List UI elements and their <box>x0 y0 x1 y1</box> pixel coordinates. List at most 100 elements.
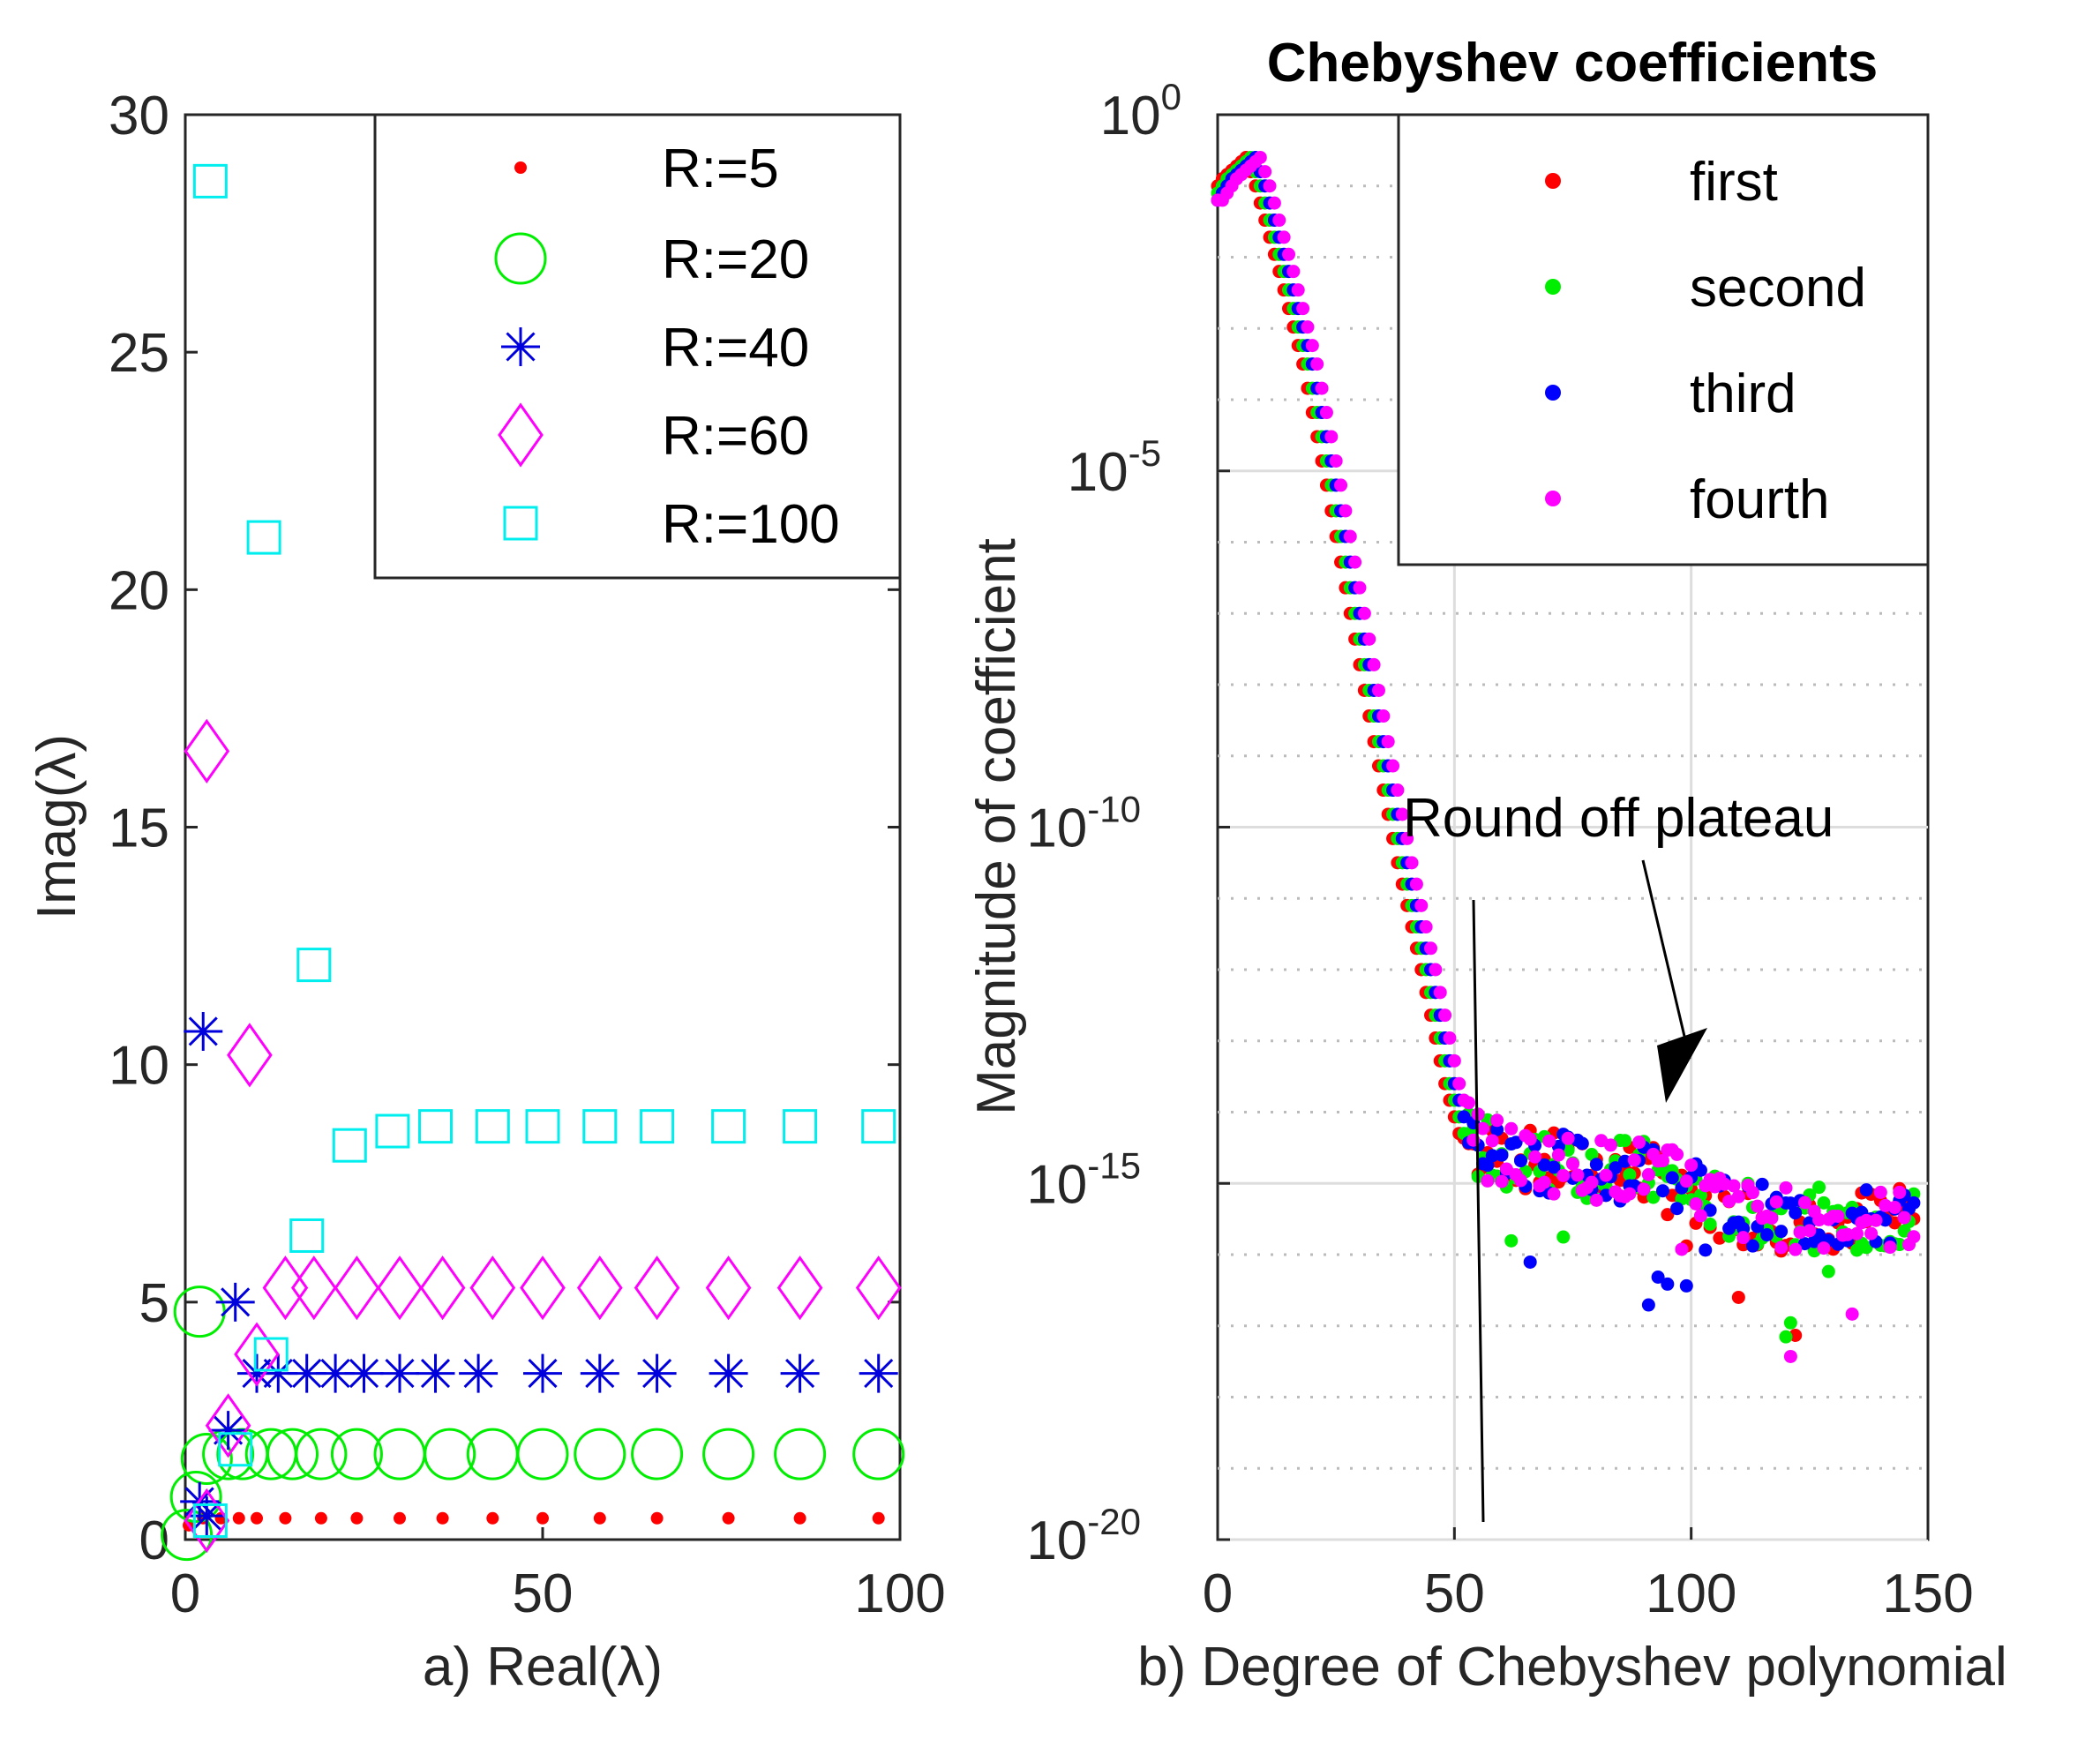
eigenvalue-point <box>580 1353 619 1393</box>
chebyshev-ylabel: Magnitude of coefficient <box>966 538 1027 1115</box>
chebyshev-point <box>1789 1206 1803 1220</box>
chebyshev-point <box>1651 1270 1665 1284</box>
chebyshev-point <box>1461 1096 1475 1110</box>
chebyshev-point <box>1661 1208 1675 1222</box>
eigenvalue-point <box>215 1282 255 1322</box>
chebyshev-point <box>1859 1213 1873 1227</box>
eigenvalue-legend-label: R:=100 <box>662 494 840 555</box>
eigenvalue-point <box>192 1503 228 1538</box>
chebyshev-point <box>1547 1187 1561 1201</box>
chebyshev-point <box>1447 1053 1461 1068</box>
eigenvalue-point <box>576 1256 623 1321</box>
chebyshev-ytick-label: 10-15 <box>1026 1144 1141 1215</box>
chebyshev-point <box>1760 1228 1774 1242</box>
eigenvalue-ytick-label: 20 <box>109 560 169 621</box>
eigenvalue-point <box>525 1109 560 1144</box>
chebyshev-point <box>1495 1148 1509 1162</box>
chebyshev-point <box>1272 214 1286 228</box>
chebyshev-point <box>1585 1175 1599 1189</box>
chebyshev-point <box>1528 1150 1542 1164</box>
chebyshev-legend-marker <box>1545 385 1561 401</box>
chebyshev-point <box>1831 1209 1845 1223</box>
eigenvalue-point <box>232 1511 245 1525</box>
chebyshev-point <box>1513 1154 1527 1168</box>
eigenvalue-point <box>793 1511 806 1525</box>
chebyshev-point <box>1376 709 1391 723</box>
eigenvalue-xtick-label: 100 <box>854 1563 945 1624</box>
chebyshev-point <box>1618 1134 1632 1148</box>
chebyshev-point <box>1731 1189 1745 1203</box>
chebyshev-point <box>1414 898 1429 912</box>
chebyshev-point <box>1817 1196 1831 1210</box>
eigenvalue-point <box>289 1218 325 1253</box>
eigenvalue-point <box>332 1128 367 1163</box>
chebyshev-legend-label: second <box>1690 258 1866 319</box>
eigenvalue-point <box>187 1496 227 1536</box>
chebyshev-point <box>1751 1199 1765 1213</box>
eigenvalue-ytick-label: 30 <box>109 86 169 146</box>
annotation-line <box>1472 899 1485 1523</box>
chebyshev-point <box>1779 1181 1793 1195</box>
eigenvalue-point <box>251 1511 263 1525</box>
chebyshev-point <box>1481 1173 1495 1188</box>
chebyshev-point <box>1897 1211 1911 1225</box>
eigenvalue-ytick-label: 0 <box>139 1510 169 1571</box>
chebyshev-point <box>1873 1185 1887 1199</box>
chebyshev-point <box>1774 1241 1789 1255</box>
chebyshev-point <box>1485 1134 1499 1148</box>
chebyshev-point <box>1301 320 1315 334</box>
chebyshev-point <box>1817 1241 1831 1256</box>
chebyshev-point <box>1381 735 1395 749</box>
chebyshev-point <box>1547 1160 1561 1174</box>
eigenvalue-point <box>872 1511 885 1525</box>
eigenvalue-ytick-label: 5 <box>139 1273 169 1334</box>
eigenvalue-point <box>419 1256 466 1321</box>
eigenvalue-point <box>523 1353 562 1393</box>
chebyshev-point <box>1324 430 1339 444</box>
chebyshev-point <box>1893 1185 1907 1199</box>
chebyshev-point <box>1367 657 1381 671</box>
chebyshev-point <box>1864 1226 1879 1241</box>
eigenvalue-ytick-label: 15 <box>109 798 169 859</box>
eigenvalue-point <box>416 1353 455 1393</box>
eigenvalue-legend-marker <box>501 327 540 366</box>
chebyshev-point <box>1745 1186 1759 1200</box>
chebyshev-point <box>1537 1175 1551 1189</box>
chebyshev-point <box>1523 1255 1537 1269</box>
eigenvalue-point <box>711 1109 746 1144</box>
chebyshev-point <box>1490 1122 1504 1136</box>
eigenvalue-point <box>279 1511 292 1525</box>
chebyshev-point <box>1661 1277 1675 1291</box>
chebyshev-point <box>1348 555 1362 569</box>
chebyshev-point <box>1343 529 1357 543</box>
eigenvalue-point <box>650 1511 664 1525</box>
eigenvalue-legend-label: R:=60 <box>662 406 809 467</box>
eigenvalue-point <box>314 1511 327 1525</box>
eigenvalue-ytick-label: 25 <box>109 323 169 384</box>
eigenvalue-point <box>380 1353 419 1393</box>
eigenvalue-legend-marker <box>514 161 527 174</box>
chebyshev-point <box>1783 1315 1797 1330</box>
eigenvalue-xtick-label: 0 <box>170 1563 200 1624</box>
chebyshev-point <box>1637 1182 1651 1196</box>
eigenvalue-point <box>634 1256 680 1321</box>
chebyshev-point <box>1509 1136 1523 1150</box>
chebyshev-legend-label: first <box>1690 152 1778 213</box>
chebyshev-point <box>1485 1149 1499 1163</box>
chebyshev-point <box>1457 1110 1471 1124</box>
chebyshev-point <box>1736 1231 1751 1245</box>
chebyshev-point <box>1395 807 1409 821</box>
chebyshev-point <box>1812 1181 1826 1195</box>
chebyshev-legend-marker <box>1545 491 1561 506</box>
chebyshev-point <box>1731 1290 1745 1304</box>
chebyshev-point <box>1339 504 1353 518</box>
chebyshev-point <box>1789 1242 1803 1256</box>
eigenvalue-point <box>296 948 332 983</box>
eigenvalue-point <box>774 1428 827 1480</box>
chebyshev-point <box>1675 1242 1689 1256</box>
eigenvalue-point <box>424 1428 476 1480</box>
chebyshev-point <box>1400 831 1414 845</box>
eigenvalue-point <box>208 1411 248 1450</box>
chebyshev-point <box>1551 1148 1565 1162</box>
chebyshev-point <box>1887 1201 1901 1215</box>
